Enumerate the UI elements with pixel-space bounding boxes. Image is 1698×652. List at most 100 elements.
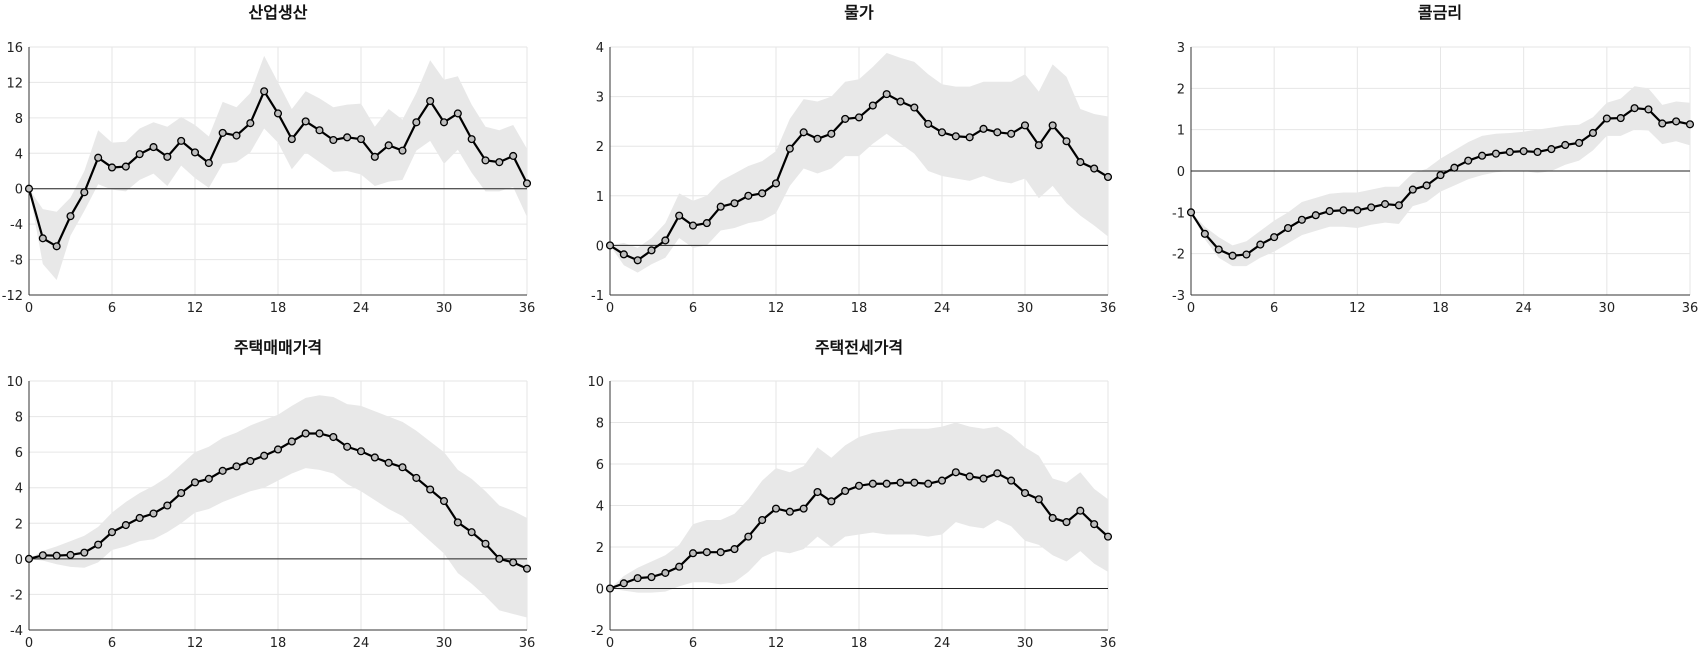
y-tick-label: 6 xyxy=(596,458,604,473)
data-point xyxy=(688,549,698,558)
y-tick-label: 4 xyxy=(15,147,23,162)
y-tick-label: 10 xyxy=(6,375,23,390)
data-point xyxy=(813,487,822,497)
data-point xyxy=(1339,206,1348,215)
data-point xyxy=(771,179,781,188)
data-point xyxy=(426,96,435,106)
confidence-band xyxy=(610,52,1108,273)
y-tick-label: 3 xyxy=(596,91,604,106)
x-tick-label: 12 xyxy=(1349,301,1366,316)
y-tick-label: 12 xyxy=(6,76,23,91)
data-point xyxy=(246,456,255,466)
data-point xyxy=(910,103,919,112)
y-tick-label: -12 xyxy=(2,289,23,304)
data-point xyxy=(453,109,462,118)
data-point xyxy=(758,189,767,198)
data-point xyxy=(370,453,379,462)
data-point xyxy=(841,486,850,496)
y-tick-label: -2 xyxy=(1172,248,1185,263)
y-tick-label: 1 xyxy=(1177,124,1185,139)
data-point xyxy=(924,119,933,128)
data-point xyxy=(1034,495,1043,504)
data-point xyxy=(1200,229,1209,238)
x-tick-label: 30 xyxy=(436,301,453,316)
y-tick-label: 4 xyxy=(596,41,604,56)
y-tick-label: 0 xyxy=(596,583,604,598)
data-point xyxy=(744,191,753,200)
data-point xyxy=(1381,200,1390,209)
x-tick-label: 36 xyxy=(1682,301,1698,316)
data-point xyxy=(716,548,725,557)
data-point xyxy=(1090,520,1099,529)
data-point xyxy=(1076,506,1085,515)
data-point xyxy=(384,141,393,150)
data-point xyxy=(260,87,269,96)
y-tick-label: 0 xyxy=(1177,165,1185,180)
x-tick-label: 18 xyxy=(851,301,868,316)
data-point xyxy=(301,117,310,126)
data-point xyxy=(661,568,670,577)
data-point xyxy=(135,150,144,159)
data-point xyxy=(841,114,850,123)
data-point xyxy=(675,562,684,571)
data-point xyxy=(218,128,227,137)
x-tick-label: 6 xyxy=(689,636,697,651)
x-tick-label: 0 xyxy=(25,301,33,316)
data-point xyxy=(1588,128,1598,138)
x-tick-label: 30 xyxy=(1599,301,1616,316)
y-tick-label: 2 xyxy=(15,517,23,532)
data-point xyxy=(1283,223,1293,233)
x-tick-label: 12 xyxy=(768,636,785,651)
x-tick-label: 24 xyxy=(934,301,951,316)
y-tick-label: 2 xyxy=(596,140,604,155)
data-point xyxy=(412,118,421,127)
data-point xyxy=(1034,141,1043,150)
data-point xyxy=(1048,513,1057,522)
data-point xyxy=(1020,121,1030,130)
chart-title: 산업생산 xyxy=(249,3,308,22)
data-point xyxy=(896,478,905,487)
data-point xyxy=(163,501,172,510)
chart-title: 물가 xyxy=(844,3,874,22)
data-point xyxy=(370,152,379,161)
data-point xyxy=(1297,215,1306,224)
panel-industrial-production: 산업생산 -12 -8 -4 0 4 8 12 16 0 6 12 18 24 30 36 xyxy=(2,3,536,316)
data-point xyxy=(1090,164,1099,173)
data-point xyxy=(1007,129,1016,138)
data-point xyxy=(688,221,698,230)
data-point xyxy=(149,143,158,152)
data-point xyxy=(329,432,338,442)
data-point xyxy=(1685,120,1695,129)
data-point xyxy=(177,488,186,498)
y-tick-label: 10 xyxy=(587,375,604,390)
data-point xyxy=(1270,233,1279,242)
data-point xyxy=(965,472,974,481)
data-point xyxy=(315,126,324,135)
y-tick-label: -3 xyxy=(1172,289,1185,304)
data-point xyxy=(24,554,34,563)
data-point xyxy=(619,579,628,588)
x-tick-label: 36 xyxy=(519,301,536,316)
data-point xyxy=(813,134,822,143)
data-point xyxy=(412,473,421,482)
data-point xyxy=(439,497,449,506)
data-point xyxy=(343,133,352,142)
data-point xyxy=(979,474,988,483)
data-point xyxy=(1505,147,1514,157)
y-tick-label: 8 xyxy=(596,417,604,432)
data-point xyxy=(522,564,532,573)
x-tick-label: 30 xyxy=(436,636,453,651)
data-point xyxy=(785,507,794,516)
data-point xyxy=(1478,151,1487,160)
data-point xyxy=(1214,245,1223,254)
data-point xyxy=(1561,140,1570,150)
x-tick-label: 24 xyxy=(353,636,370,651)
data-point xyxy=(647,246,656,255)
data-point xyxy=(481,539,490,548)
y-tick-label: 3 xyxy=(1177,41,1185,56)
chart-title: 주택매매가격 xyxy=(234,338,322,357)
data-point xyxy=(882,90,891,99)
data-point xyxy=(204,474,213,483)
y-tick-label: 4 xyxy=(15,482,23,497)
